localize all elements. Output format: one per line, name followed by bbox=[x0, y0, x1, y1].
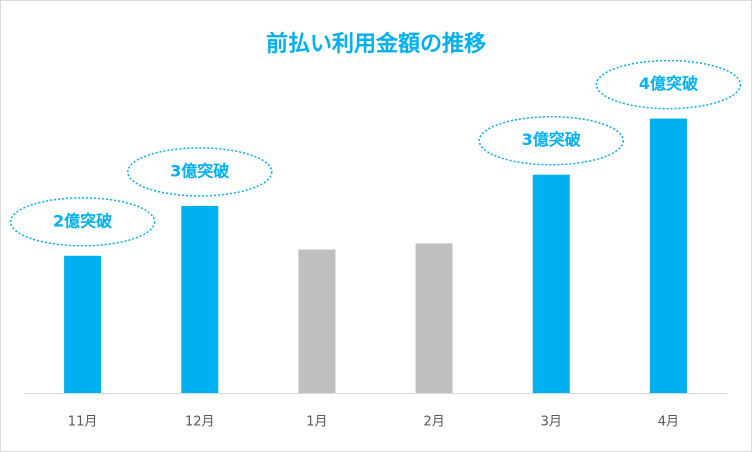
annotation: 2億突破 bbox=[53, 211, 112, 230]
bar bbox=[649, 118, 687, 393]
x-tick-label: 12月 bbox=[185, 415, 215, 430]
annotation-bubble bbox=[595, 59, 742, 110]
bar bbox=[415, 243, 453, 393]
bar bbox=[532, 174, 570, 393]
annotation: 3億突破 bbox=[522, 130, 581, 149]
bar bbox=[298, 249, 336, 393]
x-tick-label: 3月 bbox=[541, 415, 562, 430]
annotation: 4億突破 bbox=[639, 74, 698, 93]
x-tick-label: 2月 bbox=[423, 415, 444, 430]
x-tick-label: 11月 bbox=[68, 415, 98, 430]
x-tick-label: 4月 bbox=[658, 415, 679, 430]
annotation-bubble bbox=[127, 147, 273, 197]
bar bbox=[181, 205, 219, 393]
chart-title: 前払い利用金額の推移 bbox=[266, 31, 486, 57]
bar bbox=[64, 255, 102, 393]
annotation: 3億突破 bbox=[170, 161, 229, 180]
x-tick-label: 1月 bbox=[306, 415, 327, 430]
annotation-bubble bbox=[9, 197, 156, 247]
annotation-bubble bbox=[478, 115, 624, 166]
